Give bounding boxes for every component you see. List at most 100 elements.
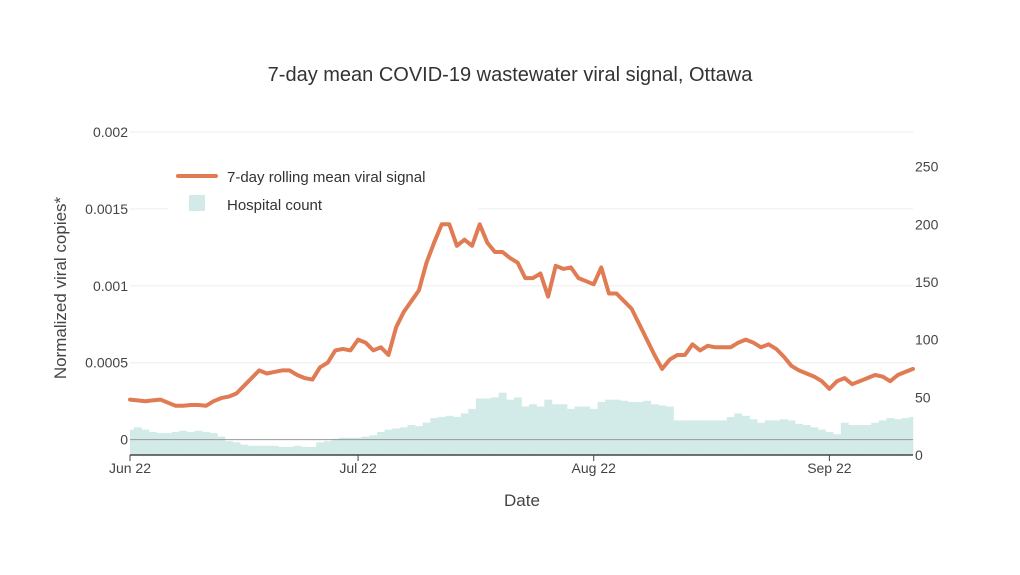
y-tick-label: 0.0005 (85, 355, 128, 371)
hospital-count-bar (627, 401, 636, 455)
hospital-count-bar (498, 392, 507, 455)
hospital-count-bar (377, 431, 385, 455)
hospital-count-bar (232, 442, 241, 455)
hospital-count-bar (133, 427, 142, 455)
hospital-count-bar (179, 430, 188, 455)
hospital-count-bar (491, 397, 499, 455)
hospital-count-bar (263, 445, 271, 455)
hospital-count-bar (696, 420, 705, 455)
hospital-count-bar (301, 446, 309, 455)
hospital-count-bar (772, 420, 781, 455)
hospital-count-bar (719, 420, 728, 455)
hospital-count-bars (130, 392, 914, 455)
hospital-count-bar (130, 429, 135, 455)
legend-label-viral-signal: 7-day rolling mean viral signal (227, 169, 425, 186)
x-tick-label: Aug 22 (572, 460, 617, 476)
y2-tick-label: 200 (915, 216, 939, 232)
hospital-count-bar (605, 399, 614, 455)
hospital-count-bar (688, 420, 697, 455)
hospital-count-bar (475, 398, 484, 455)
hospital-count-bar (437, 416, 446, 455)
viral-signal-line (128, 222, 915, 408)
y2-tick-label: 150 (915, 274, 939, 290)
y2-tick-label: 250 (915, 159, 939, 175)
hospital-count-bar (643, 400, 652, 455)
y-tick-label: 0.0015 (85, 201, 128, 217)
hospital-count-bar (308, 446, 317, 455)
hospital-count-bar (399, 427, 408, 455)
hospital-count-bar (551, 404, 560, 455)
y-tick-label: 0 (120, 432, 128, 448)
hospital-count-bar (658, 405, 667, 455)
x-tick-label: Jun 22 (109, 460, 151, 476)
legend-bar-swatch (189, 195, 205, 211)
hospital-count-bar (453, 416, 461, 455)
hospital-count-bar (741, 415, 750, 455)
hospital-count-bar (369, 435, 378, 455)
hospital-count-bar (582, 406, 591, 455)
hospital-count-bar (361, 436, 370, 455)
x-axis-title: Date (504, 491, 540, 510)
hospital-count-bar (529, 404, 538, 455)
hospital-count-bar (240, 444, 249, 455)
y2-tick-labels: 0 50 100 150 200 250 (915, 159, 939, 463)
legend: 7-day rolling mean viral signal Hospital … (168, 158, 478, 218)
hospital-count-bar (620, 400, 629, 455)
hospital-count-bar (422, 422, 431, 455)
hospital-count-bar (384, 429, 393, 455)
hospital-count-bar (202, 431, 211, 455)
y-tick-label: 0.001 (93, 278, 128, 294)
hospital-count-bar (156, 433, 165, 455)
legend-label-hospital-count: Hospital count (227, 197, 323, 214)
hospital-count-bar (209, 433, 218, 455)
legend-background (168, 158, 478, 218)
hospital-count-bar (430, 418, 439, 455)
hospital-count-bar (217, 436, 226, 455)
hospital-count-bar (901, 418, 910, 455)
hospital-count-bar (141, 429, 150, 455)
hospital-count-bar (665, 406, 674, 455)
hospital-count-bar (225, 441, 233, 455)
hospital-count-bar (316, 442, 325, 455)
hospital-count-bar (544, 399, 553, 455)
hospital-count-bar (194, 430, 203, 455)
hospital-count-bar (331, 438, 340, 455)
hospital-count-bar (726, 416, 735, 455)
hospital-count-bar (323, 441, 332, 455)
hospital-count-bar (909, 416, 914, 455)
hospital-count-bar (559, 404, 568, 455)
y-axis-title: Normalized viral copies* (51, 196, 70, 379)
hospital-count-bar (612, 399, 621, 455)
hospital-count-bar (255, 445, 264, 455)
hospital-count-bar (392, 428, 401, 455)
hospital-count-bar (149, 431, 157, 455)
hospital-count-bar (749, 419, 758, 455)
hospital-count-bar (293, 445, 302, 455)
hospital-count-bar (840, 422, 849, 455)
hospital-count-bar (650, 404, 659, 455)
hospital-count-bar (597, 401, 606, 455)
hospital-count-bar (711, 420, 720, 455)
hospital-count-bar (779, 419, 788, 455)
x-tick-labels: Jun 22 Jul 22 Aug 22 Sep 22 (109, 455, 852, 476)
y-tick-labels: 0 0.0005 0.001 0.0015 0.002 (85, 124, 128, 448)
hospital-count-bar (164, 433, 173, 455)
hospital-count-bar (825, 431, 834, 455)
hospital-count-bar (278, 446, 287, 455)
hospital-count-bar (506, 399, 515, 455)
chart-title: 7-day mean COVID-19 wastewater viral sig… (268, 64, 754, 86)
hospital-count-bar (536, 406, 545, 455)
hospital-count-bar (757, 422, 766, 455)
y-tick-label: 0.002 (93, 124, 128, 140)
hospital-count-bar (483, 398, 492, 455)
hospital-count-bar (285, 446, 294, 455)
hospital-count-bar (878, 420, 887, 455)
hospital-count-bar (270, 445, 279, 455)
hospital-count-bar (171, 431, 180, 455)
hospital-count-bar (354, 437, 363, 455)
hospital-count-bar (871, 422, 880, 455)
hospital-count-bar (817, 429, 826, 455)
hospital-count-bar (886, 418, 895, 455)
viral-signal-series (128, 222, 915, 408)
hospital-count-bar (787, 420, 796, 455)
